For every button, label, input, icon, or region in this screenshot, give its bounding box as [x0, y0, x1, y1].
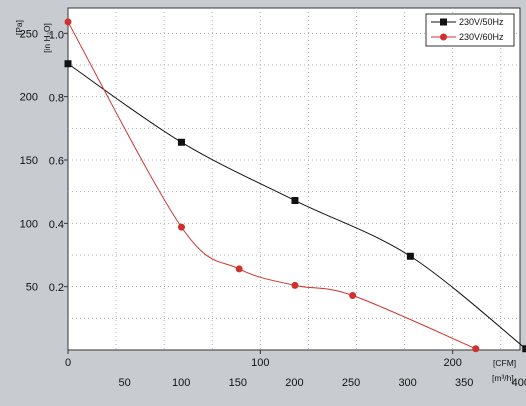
y-axis-unit-inh2o: [in H₂O] [42, 23, 52, 53]
x-tick-label-m3h: 150 [229, 377, 247, 389]
data-point-circle [64, 18, 72, 26]
x-tick-label-m3h: 400 [512, 377, 526, 389]
x-axis-unit-m3h: [m³/h] [492, 373, 514, 383]
data-point-square [522, 345, 526, 353]
legend-marker-50hz [440, 18, 447, 26]
y-tick-label-pa: 250 [20, 28, 38, 40]
plot-area [67, 7, 521, 351]
y-tick-label-inh2o: 0.8 [49, 93, 64, 105]
legend-marker-60hz [440, 33, 447, 41]
y-tick-label-inh2o: 0.4 [49, 219, 64, 231]
data-point-square [64, 60, 72, 68]
data-point-circle [472, 345, 480, 353]
data-point-square [177, 138, 185, 146]
x-tick-label-cfm: 100 [251, 357, 269, 369]
x-tick-label-m3h: 100 [172, 377, 190, 389]
y-tick-label-inh2o: 0.6 [49, 156, 64, 168]
x-tick-label-m3h: 200 [285, 377, 303, 389]
data-point-square [291, 197, 299, 205]
y-tick-label-inh2o: 1.0 [49, 29, 64, 41]
data-point-circle [291, 281, 299, 289]
series-line [67, 21, 476, 350]
data-point-circle [235, 265, 243, 273]
y-tick-label-inh2o: 0.2 [49, 282, 64, 294]
data-point-square [406, 252, 414, 260]
x-tick-label-m3h: 350 [455, 377, 473, 389]
x-tick-label-cfm: 200 [444, 357, 462, 369]
legend-label-50hz: 230V/50Hz [459, 17, 504, 27]
y-axis-unit-pa: [Pa] [14, 20, 24, 35]
legend: 230V/50Hz 230V/60Hz [425, 13, 515, 47]
x-tick-label-cfm: 0 [65, 357, 71, 369]
x-tick-label-m3h: 250 [342, 377, 360, 389]
series-1 [64, 18, 480, 353]
axis-labels: 50 100 150 200 250 0.2 0.4 0.6 0.8 1.0 0 100 200 50 10… [20, 28, 526, 389]
y-tick-label-pa: 50 [26, 282, 38, 294]
data-point-circle [349, 292, 357, 300]
legend-label-60hz: 230V/60Hz [459, 32, 504, 42]
y-tick-label-pa: 100 [20, 218, 38, 230]
y-tick-label-pa: 150 [20, 155, 38, 167]
data-point-circle [177, 223, 185, 231]
series-0 [64, 60, 526, 353]
y-tick-label-pa: 200 [20, 92, 38, 104]
x-tick-label-m3h: 300 [398, 377, 416, 389]
x-tick-label-m3h: 50 [118, 377, 130, 389]
series-layer [64, 18, 526, 353]
x-axis-unit-cfm: [CFM] [493, 358, 516, 368]
